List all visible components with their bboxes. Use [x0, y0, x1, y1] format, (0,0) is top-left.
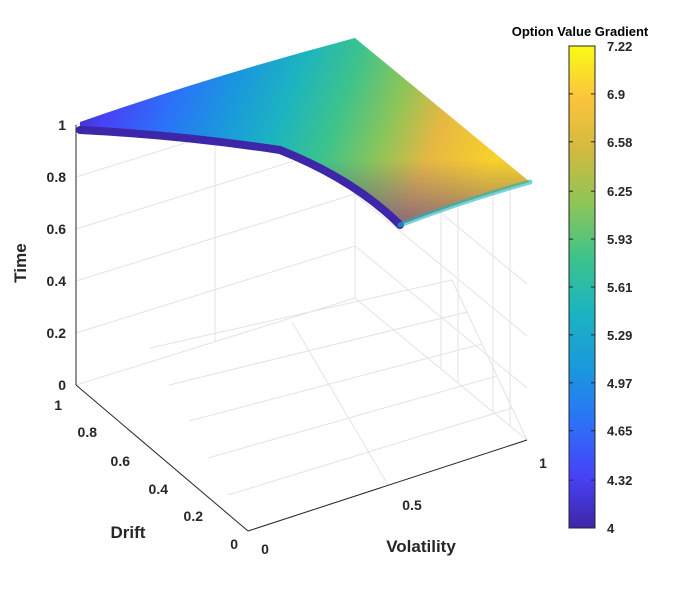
- colorbar: Option Value Gradient 7.22 6.9 6.58 6.25 5.9…: [512, 24, 649, 536]
- drift-ticks: 0 0.2 0.4 0.6 0.8 1: [54, 397, 238, 552]
- colorbar-title: Option Value Gradient: [512, 24, 649, 39]
- time-axis-label: Time: [11, 243, 30, 282]
- colorbar-ticks: 7.22 6.9 6.58 6.25 5.93 5.61 5.29 4.97 4.65 4.32 4: [569, 39, 632, 536]
- x-tick: 0: [261, 541, 269, 557]
- z-tick: 0.8: [47, 169, 67, 185]
- time-ticks: 0 0.2 0.4 0.6 0.8 1: [47, 117, 67, 393]
- colorbar-tick-label: 4.97: [607, 376, 632, 391]
- z-tick: 1: [58, 117, 66, 133]
- colorbar-tick-label: 5.61: [607, 280, 632, 295]
- colorbar-gradient: [568, 45, 596, 529]
- colorbar-tick-label: 5.93: [607, 232, 632, 247]
- y-tick: 0.4: [149, 481, 169, 497]
- z-tick: 0.6: [47, 221, 67, 237]
- axes-lines: [75, 125, 528, 532]
- colorbar-tick-label: 6.9: [607, 87, 625, 102]
- colorbar-tick-label: 5.29: [607, 328, 632, 343]
- volatility-axis-label: Volatility: [386, 537, 456, 556]
- surface-front-edge: [76, 126, 404, 229]
- colorbar-tick-label: 7.22: [607, 39, 632, 54]
- colorbar-tick-label: 6.25: [607, 184, 632, 199]
- colorbar-tick-label: 4.65: [607, 424, 632, 439]
- drift-axis-label: Drift: [111, 523, 146, 542]
- surface-right-edge: [397, 179, 533, 228]
- x-tick: 1: [539, 455, 547, 471]
- y-tick: 0.2: [184, 508, 204, 524]
- y-tick: 0.8: [78, 424, 98, 440]
- colorbar-tick-label: 4.32: [607, 473, 632, 488]
- z-tick: 0: [58, 377, 66, 393]
- y-tick: 1: [54, 397, 62, 413]
- surface-shade: [80, 38, 530, 225]
- volatility-ticks: 0 0.5 1: [261, 455, 547, 557]
- x-tick: 0.5: [402, 497, 422, 513]
- colorbar-tick-label: 4: [607, 521, 615, 536]
- surface-plot: [76, 38, 533, 229]
- colorbar-tick-label: 6.58: [607, 135, 632, 150]
- z-tick: 0.2: [47, 325, 67, 341]
- z-tick: 0.4: [47, 273, 67, 289]
- y-tick: 0.6: [111, 453, 131, 469]
- y-tick: 0: [230, 536, 238, 552]
